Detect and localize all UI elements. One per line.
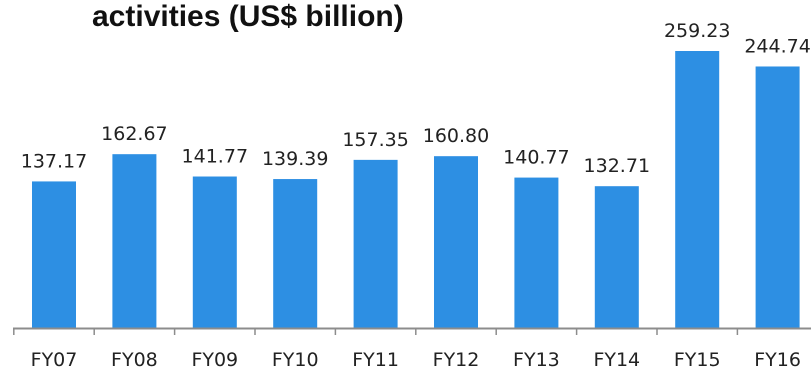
- x-tick-label: FY10: [272, 349, 319, 371]
- bar-fy13: [514, 177, 559, 328]
- data-label: 132.71: [584, 155, 650, 177]
- bar-fy10: [273, 179, 318, 328]
- bar-fy16: [755, 66, 800, 328]
- data-label: 259.23: [664, 20, 730, 42]
- data-label: 141.77: [182, 146, 248, 168]
- data-label: 137.17: [21, 150, 87, 172]
- x-tick-label: FY09: [191, 349, 238, 371]
- bar-fy12: [434, 156, 478, 328]
- x-tick-label: FY11: [352, 349, 399, 371]
- bar-fy07: [32, 181, 76, 328]
- x-tick-label: FY16: [754, 349, 801, 371]
- data-label: 160.80: [423, 125, 489, 147]
- bar-fy11: [353, 159, 398, 328]
- data-label: 162.67: [101, 123, 167, 145]
- data-label: 244.74: [744, 35, 810, 57]
- x-tick-label: FY12: [433, 349, 480, 371]
- x-tick-label: FY08: [111, 349, 158, 371]
- x-tick-label: FY07: [31, 349, 78, 371]
- value-labels-layer: 137.17 162.67 141.77 139.39 157.35 160.80 140.…: [21, 20, 811, 177]
- x-tick-label: FY14: [593, 349, 640, 371]
- bars-layer: [32, 51, 800, 328]
- data-label: 140.77: [503, 147, 569, 169]
- x-tick-label: FY15: [674, 349, 721, 371]
- bar-fy15: [675, 51, 720, 328]
- x-axis-tick-labels: FY07 FY08 FY09 FY10 FY11 FY12 FY13 FY14 FY15 FY16: [31, 349, 801, 371]
- data-label: 157.35: [342, 129, 408, 151]
- x-axis-ticks: [13, 328, 739, 335]
- bar-fy14: [594, 186, 639, 328]
- bar-fy08: [112, 154, 157, 328]
- x-tick-label: FY13: [513, 349, 560, 371]
- bar-fy09: [192, 176, 237, 328]
- chart-title: activities (US$ billion): [92, 0, 404, 33]
- data-label: 139.39: [262, 148, 328, 170]
